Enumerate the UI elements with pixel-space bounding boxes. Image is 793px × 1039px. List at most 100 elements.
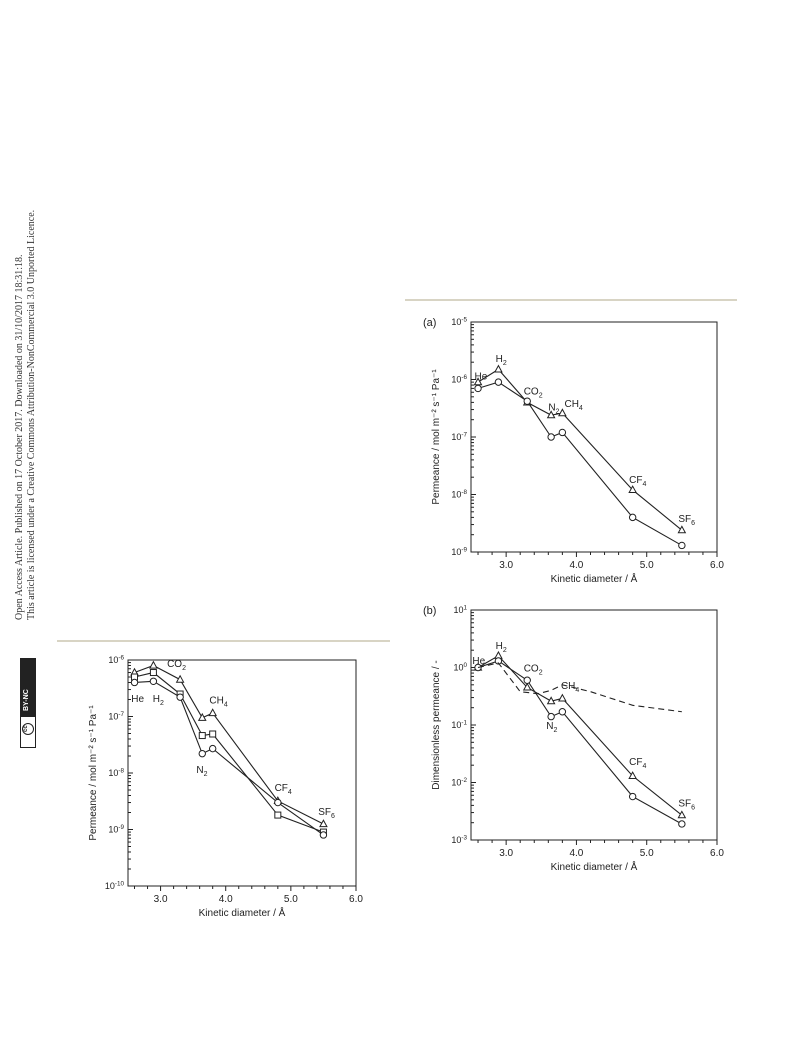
data-point-circle — [678, 820, 686, 828]
y-tick-label: 10-5 — [451, 316, 467, 327]
panel-label: (a) — [423, 317, 436, 329]
y-tick-label: 10-9 — [108, 824, 124, 835]
x-tick-label: 3.0 — [499, 560, 513, 571]
gas-label: He — [131, 694, 144, 705]
data-point-circle — [628, 513, 637, 522]
x-tick-label: 6.0 — [349, 894, 363, 905]
x-axis-label: Kinetic diameter / Å — [551, 572, 638, 585]
y-tick-label: 10-6 — [451, 374, 467, 385]
data-point-circle — [176, 693, 184, 701]
data-point-circle — [198, 749, 206, 758]
gas-label: CF4 — [629, 475, 646, 488]
data-point-triangle — [149, 660, 158, 669]
data-point-circle — [558, 708, 567, 716]
data-point-circle — [130, 678, 139, 687]
y-tick-label: 10-7 — [451, 431, 467, 442]
gas-label: N2 — [196, 765, 207, 778]
series-line-1 — [477, 368, 683, 531]
gas-label: H2 — [153, 694, 164, 707]
series-line-1 — [134, 664, 324, 825]
data-point-circle — [474, 384, 482, 393]
x-tick-label: 4.0 — [569, 848, 583, 859]
data-point-triangle — [546, 696, 556, 705]
gas-label: SF6 — [678, 799, 695, 812]
chart-panel-2: 101 100 10-1 10-2 10-3 3.0 4.0 5.0 6.0 Kinetic di… — [423, 604, 724, 873]
data-point-circle — [558, 428, 567, 437]
series-line-2 — [134, 671, 324, 833]
gas-label: CH4 — [561, 681, 579, 694]
gas-label: CH4 — [564, 399, 582, 412]
data-point-square — [149, 669, 157, 677]
data-point-circle — [274, 798, 282, 807]
data-point-triangle — [208, 708, 218, 717]
y-axis-label: Permeance / mol m⁻² s⁻¹ Pa⁻¹ — [88, 705, 99, 841]
x-tick-label: 6.0 — [710, 560, 724, 571]
data-point-circle — [547, 712, 555, 721]
y-tick-label: 10-8 — [108, 767, 124, 778]
y-tick-label: 10-9 — [451, 546, 467, 557]
gas-label: He — [472, 656, 485, 667]
data-point-triangle — [677, 810, 687, 819]
data-point-circle — [523, 397, 531, 405]
gas-label: CO2 — [167, 659, 186, 672]
x-tick-label: 6.0 — [710, 848, 724, 859]
y-axis-label: Permeance / mol m⁻² s⁻¹ Pa⁻¹ — [431, 369, 442, 505]
data-point-circle — [494, 378, 503, 386]
x-axis-label: Kinetic diameter / Å — [551, 860, 638, 873]
cc-license-badge[interactable]: BY-NC cc — [20, 658, 36, 748]
x-tick-label: 4.0 — [569, 560, 583, 571]
x-tick-label: 4.0 — [219, 894, 233, 905]
cc-icon — [22, 723, 34, 735]
chart-panel-1: 10-5 10-6 10-7 10-8 10-9 3.0 4.0 5.0 6.0 Kinetic … — [423, 316, 724, 585]
x-tick-label: 5.0 — [284, 894, 298, 905]
chart-panel-3: 10-6 10-7 10-8 10-9 10-10 3.0 4.0 5.0 6.0 Kinetic… — [88, 654, 363, 919]
gas-label: SF6 — [678, 514, 695, 527]
series-line-3 — [477, 662, 682, 713]
gas-label: CH4 — [209, 695, 227, 708]
data-point-circle — [523, 676, 531, 684]
cc-badge-dark — [21, 659, 35, 717]
data-point-square — [198, 732, 206, 740]
gas-label: He — [475, 372, 488, 383]
y-tick-label: 100 — [453, 662, 467, 673]
x-tick-label: 5.0 — [640, 848, 654, 859]
data-point-triangle — [558, 408, 567, 417]
separator-rule-top — [405, 299, 737, 301]
data-point-circle — [149, 677, 158, 685]
gas-label: H2 — [496, 641, 507, 654]
gas-label: SF6 — [318, 807, 335, 820]
y-tick-label: 10-6 — [108, 654, 124, 665]
y-tick-label: 10-3 — [451, 834, 467, 845]
y-axis-label: Dimensionless permeance / - — [431, 660, 442, 790]
separator-rule-left — [57, 640, 390, 642]
data-point-triangle — [319, 819, 328, 828]
data-point-square — [274, 811, 282, 819]
data-point-circle — [208, 744, 217, 753]
gas-label: CF4 — [275, 783, 292, 796]
gas-label: N2 — [548, 402, 559, 415]
y-tick-label: 10-7 — [108, 711, 124, 722]
series-line-1 — [477, 655, 683, 816]
gas-label: CF4 — [629, 757, 646, 770]
data-point-circle — [547, 433, 555, 441]
gas-label: N2 — [546, 721, 557, 734]
y-tick-label: 10-1 — [451, 719, 467, 730]
gas-label: CO2 — [524, 386, 543, 399]
data-point-triangle — [628, 771, 638, 780]
x-tick-label: 5.0 — [640, 560, 654, 571]
data-point-triangle — [175, 674, 185, 683]
data-point-triangle — [628, 485, 638, 494]
data-point-circle — [494, 657, 503, 665]
gas-label: H2 — [496, 354, 507, 367]
data-point-circle — [319, 831, 328, 839]
data-point-circle — [628, 792, 637, 801]
x-axis-label: Kinetic diameter / Å — [199, 906, 286, 919]
data-point-triangle — [677, 525, 687, 534]
gas-label: CO2 — [524, 664, 543, 677]
data-point-triangle — [197, 712, 207, 721]
data-point-triangle — [494, 364, 503, 373]
panel-label: (b) — [423, 605, 436, 617]
data-point-triangle — [522, 682, 532, 691]
x-tick-label: 3.0 — [154, 894, 168, 905]
